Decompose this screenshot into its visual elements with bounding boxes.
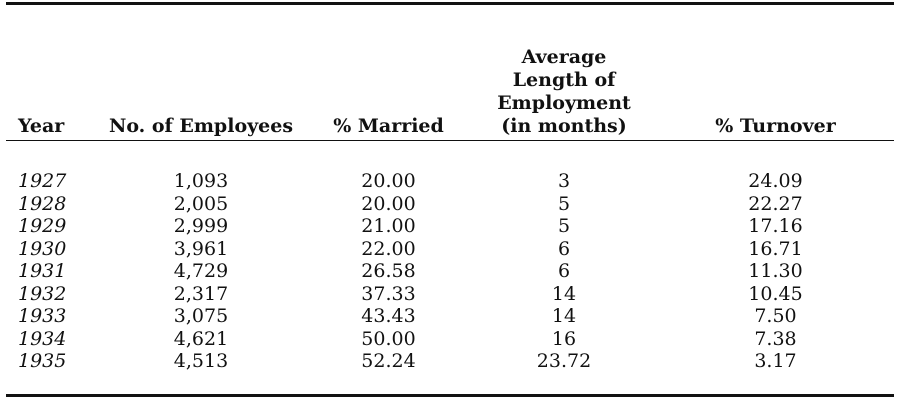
cell-married: 21.00 [361, 215, 416, 237]
cell-employees: 2,999 [173, 215, 229, 237]
table-header: Year No. of Employees % Married Average … [6, 0, 894, 148]
header-rule [6, 140, 894, 141]
cell-year: 1928 [18, 192, 67, 215]
cell-employees: 3,075 [173, 305, 229, 327]
cell-year: 1932 [18, 282, 67, 305]
header-employees: No. of Employees [108, 115, 294, 137]
cell-married: 20.00 [361, 192, 416, 215]
header-avg-length-line-1: Average [521, 46, 607, 68]
cell-married: 20.00 [361, 170, 416, 192]
employment-table: Year No. of Employees % Married Average … [6, 0, 894, 373]
header-married: % Married [333, 115, 444, 137]
cell-turnover: 11.30 [748, 260, 803, 282]
cell-employees: 4,729 [173, 260, 229, 282]
cell-avg-length: 23.72 [536, 350, 592, 372]
table-row: 1928 2,005 20.00 5 22.27 [6, 193, 894, 216]
table-row: 1927 1,093 20.00 3 24.09 [6, 148, 894, 193]
cell-turnover: 10.45 [748, 282, 803, 305]
cell-avg-length: 5 [557, 192, 571, 215]
cell-avg-length: 14 [551, 305, 577, 327]
cell-married: 50.00 [361, 327, 416, 350]
header-row: Year No. of Employees % Married Average … [6, 0, 894, 148]
table-row: 1932 2,317 37.33 14 10.45 [6, 283, 894, 306]
cell-turnover: 17.16 [748, 215, 803, 237]
cell-employees: 4,621 [173, 327, 229, 350]
cell-year: 1930 [18, 237, 67, 260]
header-avg-length-line-4: (in months) [501, 115, 627, 137]
cell-year: 1933 [18, 305, 67, 327]
cell-avg-length: 6 [557, 237, 571, 260]
cell-married: 22.00 [361, 237, 416, 260]
bottom-rule [6, 394, 894, 397]
cell-turnover: 22.27 [748, 192, 803, 215]
table-row: 1934 4,621 50.00 16 7.38 [6, 328, 894, 351]
table-row: 1929 2,999 21.00 5 17.16 [6, 215, 894, 238]
cell-turnover: 3.17 [754, 350, 797, 372]
cell-avg-length: 5 [557, 215, 571, 237]
cell-married: 37.33 [361, 282, 416, 305]
table-row: 1935 4,513 52.24 23.72 3.17 [6, 350, 894, 373]
header-turnover: % Turnover [715, 115, 836, 137]
cell-turnover: 7.50 [754, 305, 797, 327]
cell-employees: 2,317 [173, 282, 229, 305]
cell-avg-length: 14 [551, 282, 577, 305]
cell-employees: 4,513 [173, 350, 229, 372]
top-rule [6, 2, 894, 5]
header-avg-length-line-2: Length of [512, 69, 616, 91]
cell-married: 26.58 [361, 260, 416, 282]
table-row: 1931 4,729 26.58 6 11.30 [6, 260, 894, 283]
cell-turnover: 16.71 [748, 237, 803, 260]
cell-turnover: 7.38 [754, 327, 797, 350]
cell-married: 43.43 [361, 305, 416, 327]
cell-turnover: 24.09 [748, 170, 803, 192]
cell-year: 1927 [18, 170, 67, 192]
cell-year: 1935 [18, 350, 67, 372]
header-year: Year [18, 115, 65, 137]
header-avg-length: Average Length of Employment (in months) [471, 0, 657, 148]
cell-employees: 2,005 [173, 192, 229, 215]
employment-table-container: Year No. of Employees % Married Average … [6, 0, 894, 400]
cell-year: 1934 [18, 327, 67, 350]
cell-married: 52.24 [361, 350, 416, 372]
cell-year: 1931 [18, 260, 67, 282]
table-row: 1933 3,075 43.43 14 7.50 [6, 305, 894, 328]
table-row: 1930 3,961 22.00 6 16.71 [6, 238, 894, 261]
cell-avg-length: 6 [557, 260, 571, 282]
header-avg-length-stack: Average Length of Employment (in months) [497, 46, 631, 138]
header-avg-length-line-3: Employment [497, 92, 631, 114]
table-body: 1927 1,093 20.00 3 24.09 1928 2,005 20.00 5 22.27… [6, 148, 894, 373]
cell-avg-length: 16 [551, 327, 577, 350]
cell-year: 1929 [18, 215, 67, 237]
cell-avg-length: 3 [557, 170, 571, 192]
cell-employees: 3,961 [173, 237, 229, 260]
cell-employees: 1,093 [173, 170, 229, 192]
